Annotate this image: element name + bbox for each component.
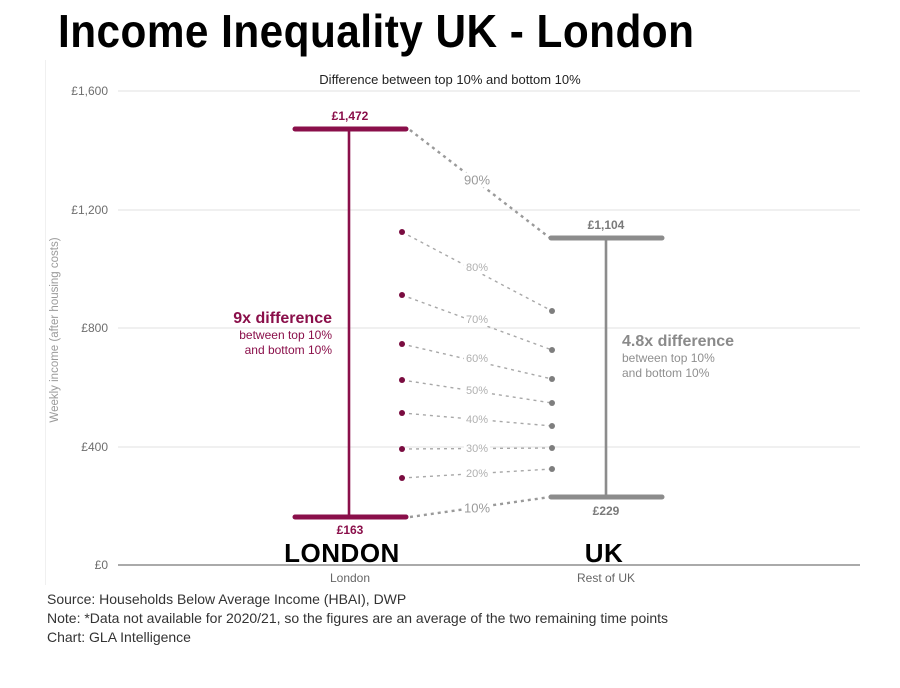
y-tick-400: £400 <box>81 440 108 454</box>
frame-line <box>45 60 46 585</box>
percentile-label-30: 30% <box>463 443 491 455</box>
percentile-label-70: 70% <box>463 314 491 326</box>
london-annotation-headline: 9x difference <box>233 310 332 327</box>
uk-annotation-headline: 4.8x difference <box>622 333 735 350</box>
uk-big-label: UK <box>584 538 624 568</box>
london-big-label: LONDON <box>284 538 400 568</box>
y-tick-800: £800 <box>81 321 108 335</box>
uk-dumbbell <box>548 235 665 500</box>
chart-subtitle: Difference between top 10% and bottom 10… <box>319 72 581 87</box>
x-tick-rest-of-uk: Rest of UK <box>576 571 636 585</box>
london-percentile-points <box>399 229 405 481</box>
source-note: Source: Households Below Average Income … <box>47 591 407 607</box>
london-annotation-line1: between top 10% <box>239 328 332 342</box>
uk-top-value: £1,104 <box>587 218 625 232</box>
percentile-label-50: 50% <box>463 385 491 397</box>
y-tick-1200: £1,200 <box>71 203 108 217</box>
percentile-label-10: 10% <box>461 500 493 516</box>
x-tick-london: London <box>329 571 371 585</box>
main-title: Income Inequality UK - London <box>58 5 695 57</box>
uk-annotation-line2: and bottom 10% <box>622 366 710 380</box>
chart-credit: Chart: GLA Intelligence <box>47 629 191 645</box>
uk-percentile-points <box>549 308 555 472</box>
percentile-label-20: 20% <box>463 468 491 480</box>
uk-annotation-line1: between top 10% <box>622 351 715 365</box>
uk-annotation: 4.8x difference between top 10% and bott… <box>622 333 734 381</box>
footer: Source: Households Below Average Income … <box>47 590 668 647</box>
london-dumbbell <box>292 126 409 520</box>
london-annotation: 9x difference between top 10% and bottom… <box>233 310 332 358</box>
percentile-label-90: 90% <box>461 172 493 188</box>
london-top-value: £1,472 <box>331 109 369 123</box>
y-tick-0: £0 <box>94 558 108 572</box>
percentile-label-40: 40% <box>463 414 491 426</box>
percentile-label-80: 80% <box>463 262 491 274</box>
y-tick-1600: £1,600 <box>71 84 108 98</box>
uk-bottom-value: £229 <box>592 504 620 518</box>
percentile-label-60: 60% <box>463 353 491 365</box>
data-note: Note: *Data not available for 2020/21, s… <box>47 610 669 626</box>
y-axis-label: Weekly income (after housing costs) <box>49 237 61 423</box>
london-bottom-value: £163 <box>336 523 364 537</box>
london-annotation-line2: and bottom 10% <box>244 343 332 357</box>
gridlines <box>118 90 860 566</box>
